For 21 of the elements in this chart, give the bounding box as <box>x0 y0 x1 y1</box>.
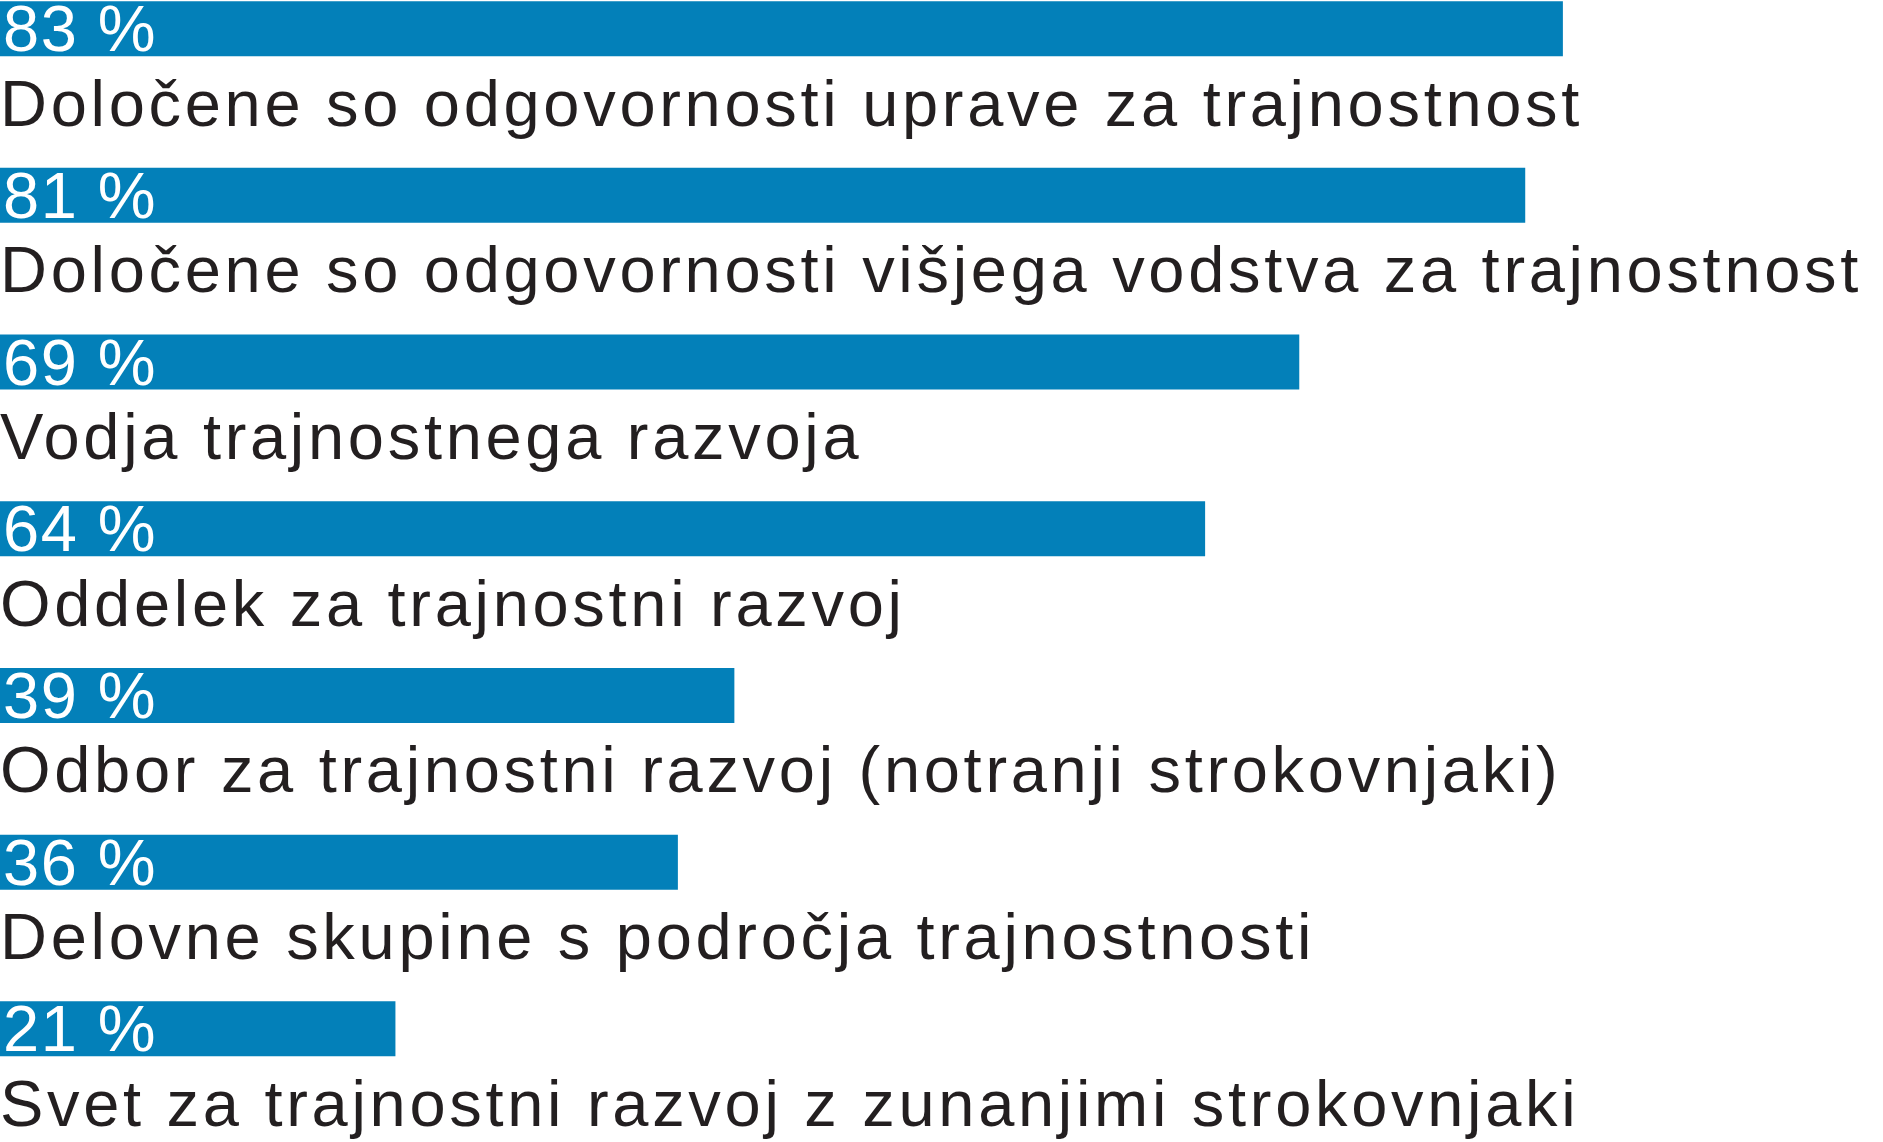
y-tick-label: Določene so odgovornosti višjega vodstva za trajnostnost <box>0 233 1863 307</box>
data-label: 36 % <box>3 825 158 899</box>
y-tick-label: Oddelek za trajnostni razvoj <box>0 566 906 640</box>
y-tick-label: Vodja trajnostnega razvoja <box>0 399 863 473</box>
bar <box>0 167 1526 223</box>
data-label: 81 % <box>3 158 158 232</box>
bar <box>0 1001 396 1057</box>
data-label: 83 % <box>3 0 158 66</box>
data-label: 21 % <box>3 992 158 1066</box>
bar <box>0 501 1206 557</box>
bar <box>0 334 1300 390</box>
bar <box>0 1 1563 57</box>
y-tick-label: Določene so odgovornosti uprave za trajnostnost <box>0 66 1584 140</box>
data-label: 69 % <box>3 325 158 399</box>
bar <box>0 667 735 723</box>
y-tick-label: Svet za trajnostni razvoj z zunanjimi strokovnjaki <box>0 1066 1580 1140</box>
bar <box>0 834 678 890</box>
y-tick-label: Delovne skupine s področja trajnostnosti <box>0 900 1316 973</box>
data-label: 39 % <box>3 658 158 732</box>
y-tick-label: Odbor za trajnostni razvoj (notranji strokovnjaki) <box>0 733 1562 807</box>
data-label: 64 % <box>3 492 158 566</box>
